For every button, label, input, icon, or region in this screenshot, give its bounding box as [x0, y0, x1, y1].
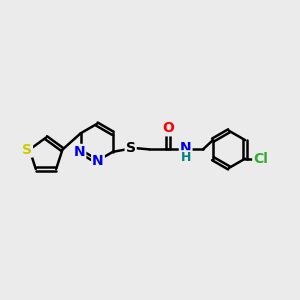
Text: S: S [126, 141, 136, 155]
Text: N: N [92, 154, 104, 168]
Text: S: S [22, 142, 32, 157]
Text: Cl: Cl [253, 152, 268, 166]
Text: O: O [162, 121, 174, 135]
Text: N: N [180, 141, 191, 155]
Text: N: N [74, 145, 85, 159]
Text: H: H [181, 151, 191, 164]
